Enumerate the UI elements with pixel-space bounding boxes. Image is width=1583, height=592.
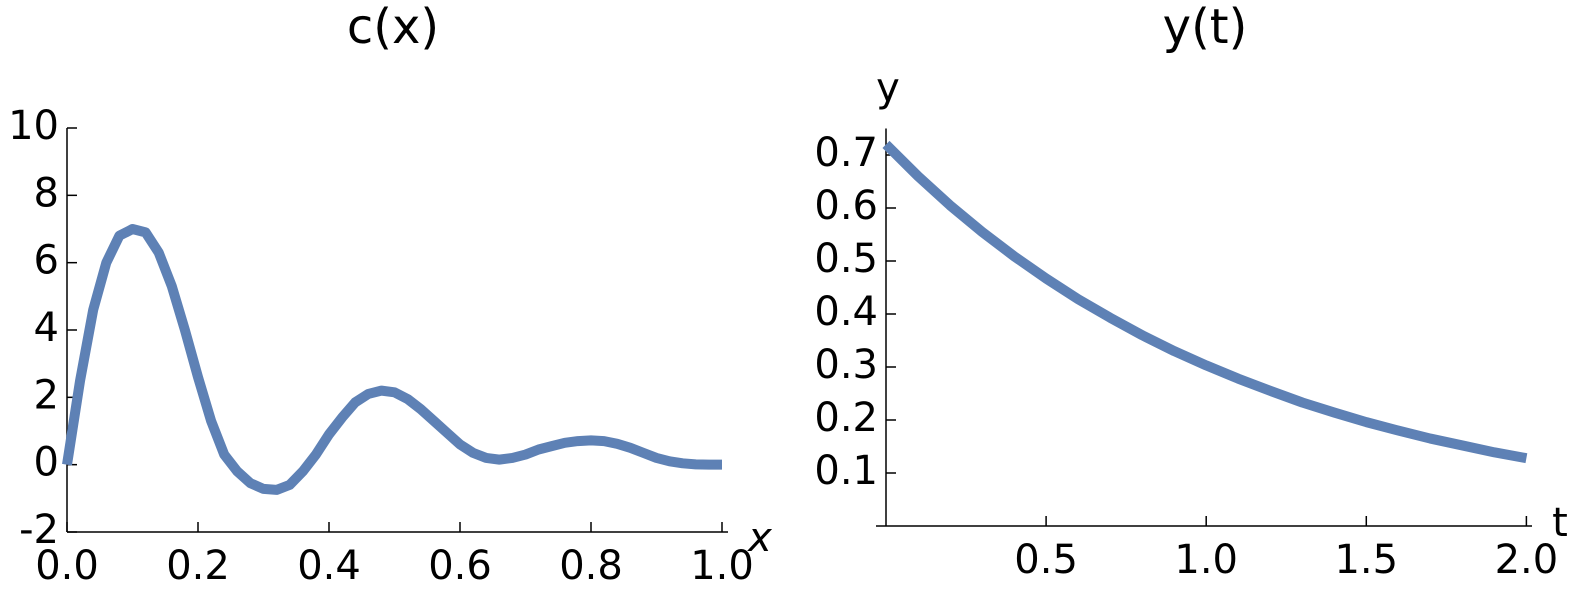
curve xyxy=(882,140,1528,464)
x-axis-label: x xyxy=(746,515,772,561)
x-tick-label: 0.5 xyxy=(1014,537,1078,583)
x-tick-label: 1.5 xyxy=(1334,537,1398,583)
x-tick-label: 0.8 xyxy=(559,543,623,589)
curve xyxy=(62,224,722,495)
y-tick-label: 0.1 xyxy=(814,448,878,494)
x-tick-label: 2.0 xyxy=(1495,537,1559,583)
x-tick-label: 1.0 xyxy=(1174,537,1238,583)
y-tick-label: 4 xyxy=(34,305,59,351)
y-tick-label: 0.7 xyxy=(814,130,878,176)
y-tick-label: 8 xyxy=(34,170,59,216)
y-tick-label: 0.2 xyxy=(814,395,878,441)
x-tick-label: 1.0 xyxy=(690,543,754,589)
y-axis-label: y xyxy=(876,65,900,111)
y-tick-label: 0 xyxy=(34,440,59,486)
chart-title: y(t) xyxy=(1163,0,1248,55)
y-tick-label: -2 xyxy=(19,507,59,553)
x-tick-label: 0.4 xyxy=(297,543,361,589)
y-tick-label: 6 xyxy=(34,238,59,284)
y-tick-label: 10 xyxy=(8,103,59,149)
x-tick-label: 0.2 xyxy=(166,543,230,589)
x-tick-label: 0.6 xyxy=(428,543,492,589)
x-axis-label: t xyxy=(1552,500,1568,546)
chart-title: c(x) xyxy=(347,0,439,55)
y-tick-label: 0.4 xyxy=(814,289,878,335)
y-tick-label: 0.6 xyxy=(814,183,878,229)
y-tick-label: 2 xyxy=(34,372,59,418)
y-tick-label: 0.5 xyxy=(814,236,878,282)
y-tick-label: 0.3 xyxy=(814,342,878,388)
x-tick-label: 0.0 xyxy=(35,543,99,589)
